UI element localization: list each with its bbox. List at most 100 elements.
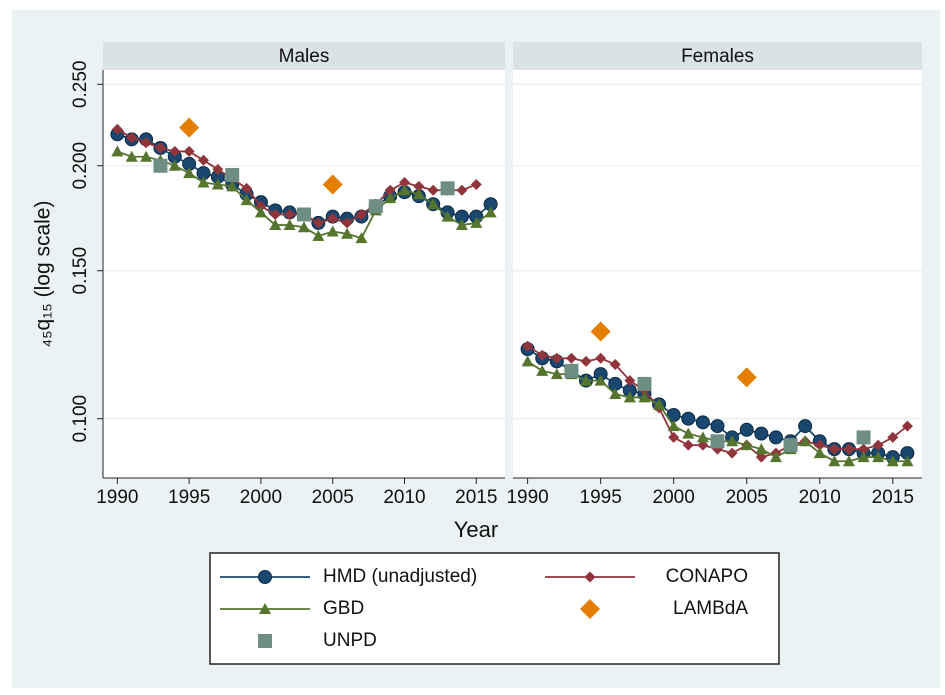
- data-point: [536, 349, 548, 361]
- data-point: [326, 225, 339, 237]
- data-point: [681, 411, 696, 426]
- y-tick-label: 0.150: [70, 247, 91, 295]
- data-point: [769, 451, 782, 463]
- data-point: [595, 352, 607, 364]
- legend-label: LAMBdA: [673, 598, 748, 619]
- data-point: [470, 178, 482, 190]
- data-point: [399, 177, 410, 189]
- data-point: [813, 447, 826, 459]
- data-point: [710, 434, 725, 449]
- data-point: [755, 451, 767, 463]
- data-point: [140, 137, 152, 149]
- x-tick-label: 2010: [799, 487, 841, 508]
- data-point: [564, 363, 579, 378]
- data-point: [183, 167, 196, 179]
- data-point: [856, 430, 871, 445]
- data-point: [521, 355, 534, 367]
- data-point: [623, 391, 636, 403]
- legend-marker: [258, 634, 272, 648]
- data-point: [695, 415, 710, 430]
- x-tick-label: 2015: [872, 487, 914, 508]
- data-point: [799, 435, 812, 447]
- x-tick-label: 2005: [312, 487, 354, 508]
- x-axis-title: Year: [454, 517, 498, 542]
- data-point: [413, 180, 425, 192]
- legend-label: GBD: [323, 598, 364, 619]
- data-point: [297, 207, 311, 222]
- panel-title: Males: [279, 46, 330, 67]
- panel-strip: [513, 42, 922, 70]
- data-point: [241, 182, 253, 194]
- data-point: [440, 181, 455, 196]
- data-point: [901, 455, 914, 467]
- data-point: [783, 438, 798, 453]
- data-point: [814, 439, 826, 451]
- data-point: [456, 184, 468, 196]
- data-point: [609, 388, 622, 400]
- x-tick-label: 2015: [455, 487, 497, 508]
- legend-label: HMD (unadjusted): [323, 566, 477, 587]
- data-point: [240, 194, 253, 206]
- panel-title: Females: [681, 46, 754, 67]
- data-point: [126, 132, 138, 144]
- data-point: [798, 419, 813, 434]
- legend-marker: [584, 571, 596, 583]
- data-point: [183, 145, 195, 157]
- data-point: [355, 208, 367, 220]
- data-point: [740, 439, 753, 451]
- data-point: [842, 455, 855, 467]
- data-point: [341, 217, 353, 229]
- data-point: [312, 229, 325, 241]
- data-point: [125, 150, 138, 162]
- x-tick-label: 1990: [506, 487, 548, 508]
- data-point: [154, 142, 166, 154]
- data-point: [355, 232, 368, 244]
- data-point: [269, 219, 282, 231]
- data-point: [455, 219, 468, 231]
- data-point: [484, 206, 497, 218]
- data-point: [696, 431, 709, 443]
- data-point: [754, 426, 769, 441]
- data-point: [255, 200, 267, 212]
- data-point: [736, 367, 757, 388]
- data-point: [667, 420, 680, 432]
- data-point: [550, 368, 563, 380]
- legend-label: CONAPO: [666, 566, 748, 587]
- x-tick-label: 1990: [96, 487, 138, 508]
- data-point: [536, 364, 549, 376]
- data-point: [522, 340, 534, 352]
- data-point: [298, 221, 310, 233]
- data-point: [412, 188, 425, 200]
- data-point: [341, 227, 354, 239]
- data-point: [638, 391, 651, 403]
- data-point: [828, 455, 841, 467]
- data-point: [427, 184, 439, 196]
- data-point: [901, 420, 913, 432]
- data-point: [755, 443, 768, 455]
- data-point: [283, 219, 296, 231]
- data-point: [580, 374, 593, 386]
- data-point: [168, 159, 181, 171]
- data-point: [111, 123, 123, 135]
- legend-label: UNPD: [323, 630, 377, 651]
- y-tick-label: 0.200: [70, 142, 91, 190]
- data-point: [768, 430, 783, 445]
- data-point: [470, 216, 483, 228]
- data-point: [710, 419, 725, 434]
- data-point: [668, 431, 680, 443]
- data-point: [857, 451, 870, 463]
- data-point: [682, 427, 695, 439]
- data-point: [398, 184, 411, 196]
- x-tick-label: 1995: [580, 487, 622, 508]
- data-point: [211, 178, 224, 190]
- data-point: [565, 352, 577, 364]
- data-point: [140, 150, 153, 162]
- legend-marker: [258, 570, 272, 584]
- data-point: [269, 208, 281, 220]
- data-point: [179, 117, 200, 138]
- data-point: [225, 167, 240, 182]
- y-axis-title: ₄₅q₁₅ (log scale): [32, 201, 55, 348]
- x-tick-label: 2000: [240, 487, 282, 508]
- data-point: [254, 206, 267, 218]
- x-tick-label: 2010: [383, 487, 425, 508]
